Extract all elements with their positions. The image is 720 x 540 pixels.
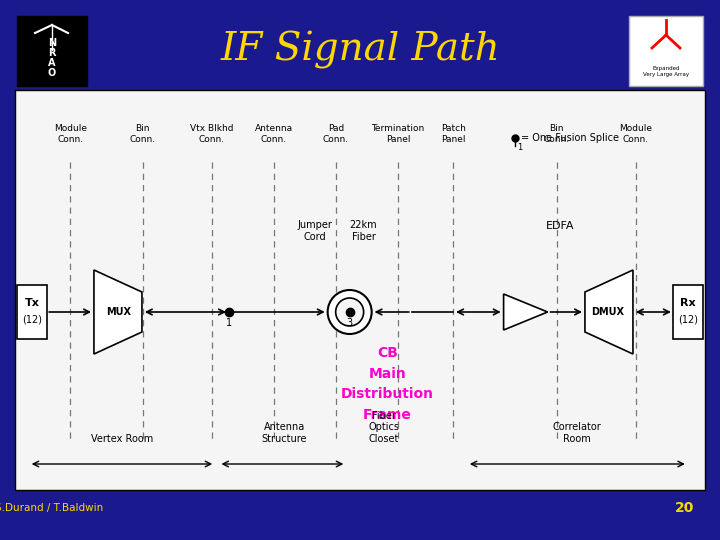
Text: = One Fusion Splice: = One Fusion Splice [521,133,619,143]
Text: Rx: Rx [680,298,696,308]
FancyBboxPatch shape [672,285,703,339]
Polygon shape [503,294,548,330]
Text: EDFA: EDFA [546,221,575,231]
FancyBboxPatch shape [17,285,48,339]
Text: 1: 1 [517,144,523,152]
Text: 22km
Fiber: 22km Fiber [350,220,377,242]
Text: Pad
Conn.: Pad Conn. [323,124,349,144]
FancyBboxPatch shape [17,16,87,86]
Text: IF Signal Path: IF Signal Path [220,31,500,69]
Text: Tx: Tx [24,298,40,308]
Circle shape [336,298,364,326]
Text: Jumper
Cord: Jumper Cord [297,220,333,242]
Text: CB
Main
Distribution
Frame: CB Main Distribution Frame [341,346,434,422]
Text: Module
Conn.: Module Conn. [54,124,86,144]
Text: Correlator
Room: Correlator Room [553,422,602,444]
FancyBboxPatch shape [15,90,705,490]
Text: MUX: MUX [107,307,132,317]
Polygon shape [585,270,633,354]
Text: (12): (12) [678,315,698,325]
Text: N: N [48,38,56,48]
Text: Vertex Room: Vertex Room [91,434,153,444]
Text: Fiber
Optics
Closet: Fiber Optics Closet [369,411,400,444]
Circle shape [328,290,372,334]
Text: S.Durand / T.Baldwin: S.Durand / T.Baldwin [0,503,104,513]
Text: Expanded
Very Large Array: Expanded Very Large Array [643,66,689,77]
Text: 3: 3 [346,318,353,328]
Text: Module
Conn.: Module Conn. [619,124,652,144]
Text: Bin
Conn.: Bin Conn. [544,124,570,144]
Text: R: R [48,48,55,58]
FancyBboxPatch shape [629,16,703,86]
Text: 1: 1 [226,318,232,328]
Text: Termination
Panel: Termination Panel [372,124,425,144]
Text: 20: 20 [675,501,694,515]
Text: Antenna
Conn.: Antenna Conn. [255,124,293,144]
Text: O: O [48,68,56,78]
Text: Bin
Conn.: Bin Conn. [130,124,156,144]
Text: Patch
Panel: Patch Panel [441,124,466,144]
Text: A: A [48,58,55,68]
Text: Antenna
Structure: Antenna Structure [261,422,307,444]
Text: (12): (12) [22,315,42,325]
Polygon shape [94,270,142,354]
Text: DMUX: DMUX [591,307,624,317]
Text: Vtx Blkhd
Conn.: Vtx Blkhd Conn. [190,124,233,144]
